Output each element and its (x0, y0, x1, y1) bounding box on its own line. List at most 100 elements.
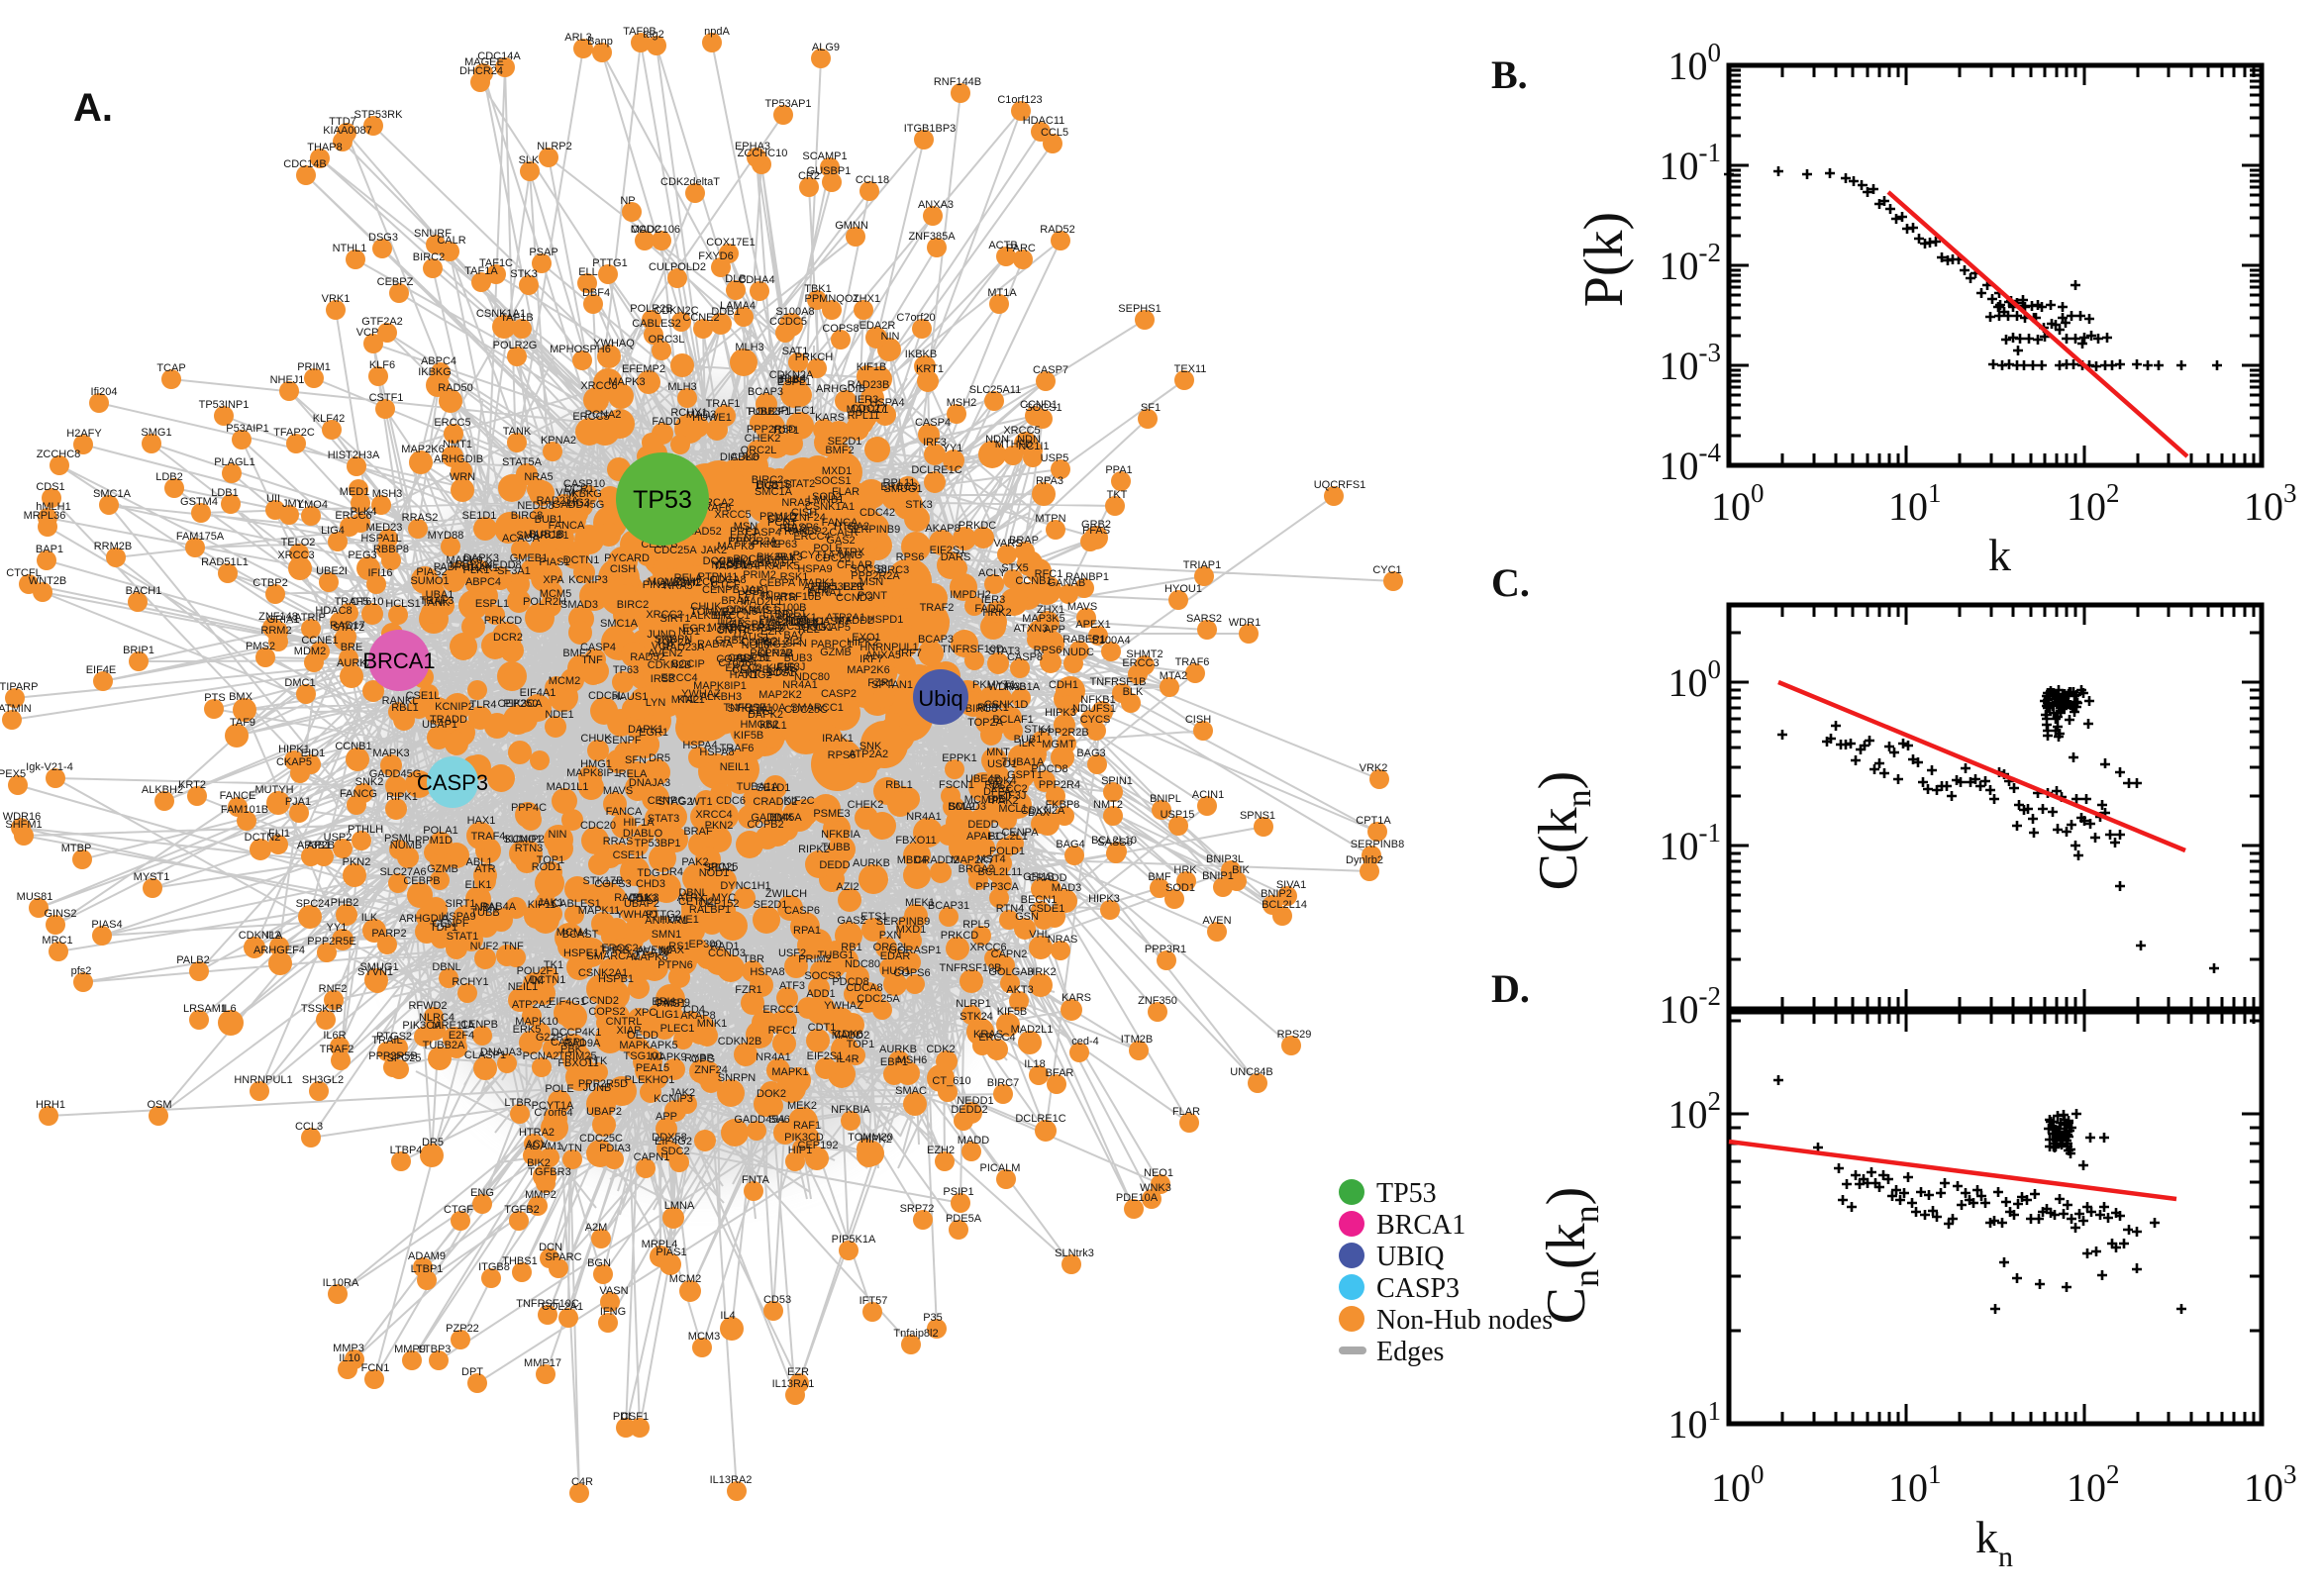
svg-text:KCNIP3: KCNIP3 (568, 574, 608, 586)
svg-text:KIF1B: KIF1B (857, 361, 887, 373)
svg-text:IRS2: IRS2 (651, 673, 674, 685)
svg-text:RAD23A: RAD23A (662, 642, 705, 653)
svg-text:SNK2: SNK2 (355, 776, 384, 788)
svg-text:DEDD2: DEDD2 (951, 1104, 987, 1116)
svg-text:CTGF: CTGF (444, 1204, 473, 1216)
svg-text:COPS2: COPS2 (741, 637, 777, 648)
svg-text:XRCC2: XRCC2 (990, 783, 1027, 795)
svg-text:HRK2: HRK2 (982, 607, 1011, 619)
svg-text:RIPK2: RIPK2 (798, 844, 830, 855)
svg-text:k: k (1988, 530, 2011, 580)
svg-text:MCL1: MCL1 (998, 803, 1027, 815)
svg-text:HSPD1: HSPD1 (759, 554, 796, 566)
svg-text:TRAF5: TRAF5 (335, 596, 369, 608)
svg-text:CEBPZ: CEBPZ (377, 276, 414, 288)
svg-text:RBL1: RBL1 (391, 702, 419, 714)
svg-text:GFI1B: GFI1B (1023, 871, 1055, 883)
svg-text:TANK: TANK (503, 426, 532, 438)
svg-text:PTGS2: PTGS2 (376, 1031, 412, 1043)
svg-text:IL6: IL6 (221, 1003, 236, 1015)
svg-text:SMC3: SMC3 (770, 621, 801, 633)
svg-text:JAK1: JAK1 (538, 897, 563, 909)
svg-text:HSPA8: HSPA8 (750, 966, 784, 978)
svg-text:SOD2: SOD2 (812, 491, 842, 503)
svg-text:MED1: MED1 (340, 486, 370, 498)
svg-text:MST4: MST4 (976, 853, 1005, 865)
svg-text:TNFRSF1B: TNFRSF1B (1090, 676, 1147, 688)
svg-text:NEDD8: NEDD8 (484, 559, 521, 571)
svg-text:TNF: TNF (502, 941, 524, 952)
svg-text:IRF7: IRF7 (859, 653, 883, 665)
svg-text:PAK2: PAK2 (681, 856, 708, 868)
svg-text:MMP9: MMP9 (394, 1344, 426, 1355)
svg-text:EZR: EZR (843, 581, 864, 593)
svg-text:CDC25C: CDC25C (579, 1133, 623, 1145)
svg-text:EIF3J: EIF3J (777, 661, 806, 673)
svg-text:GZMB: GZMB (820, 647, 852, 658)
svg-text:MSH2: MSH2 (947, 397, 977, 409)
svg-text:CDC5L: CDC5L (588, 690, 624, 702)
svg-text:HUWE1: HUWE1 (692, 412, 732, 424)
svg-text:ERK5: ERK5 (513, 1024, 542, 1036)
svg-text:MCM3: MCM3 (648, 576, 679, 588)
svg-text:MAP2K6: MAP2K6 (847, 664, 889, 676)
svg-text:XRCC6: XRCC6 (969, 942, 1006, 953)
svg-text:DNAJA3: DNAJA3 (480, 1047, 522, 1058)
svg-text:LAMA4: LAMA4 (720, 300, 756, 312)
svg-text:PLK4: PLK4 (780, 373, 807, 385)
svg-text:CDS1: CDS1 (36, 481, 64, 493)
svg-text:TOP1: TOP1 (847, 1039, 875, 1050)
svg-text:TP53BP1: TP53BP1 (817, 581, 863, 593)
svg-text:RRM2: RRM2 (260, 625, 291, 637)
svg-text:RNF2: RNF2 (319, 983, 348, 995)
svg-text:EIF2S1: EIF2S1 (807, 1050, 844, 1062)
svg-text:DBNL: DBNL (678, 887, 707, 899)
svg-text:PPP2R5D: PPP2R5D (747, 424, 796, 436)
svg-text:PZP22: PZP22 (446, 1323, 479, 1335)
svg-text:CRADD2: CRADD2 (914, 854, 959, 866)
svg-text:UBA1: UBA1 (426, 589, 454, 601)
svg-text:FSCN1: FSCN1 (939, 779, 974, 791)
svg-text:CDK3: CDK3 (628, 893, 656, 905)
svg-text:CCDC5: CCDC5 (769, 316, 807, 328)
svg-text:GTF2A2: GTF2A2 (361, 316, 403, 328)
svg-text:MAPK9: MAPK9 (650, 1051, 686, 1063)
svg-text:CKAP5: CKAP5 (815, 622, 851, 634)
svg-text:CCNB1: CCNB1 (335, 741, 371, 752)
svg-text:B.: B. (1491, 52, 1528, 97)
svg-text:JAK2: JAK2 (701, 545, 727, 556)
svg-text:PDCD8: PDCD8 (1031, 763, 1067, 775)
svg-text:ATRX: ATRX (677, 892, 706, 904)
svg-text:FEN1: FEN1 (708, 862, 736, 874)
svg-text:BAY: BAY (783, 630, 805, 642)
svg-text:GORASP1: GORASP1 (888, 945, 941, 956)
svg-text:TRAF4: TRAF4 (471, 831, 506, 843)
svg-text:CD4: CD4 (683, 1004, 705, 1016)
svg-text:VRK1: VRK1 (322, 293, 351, 305)
svg-text:RRAS2: RRAS2 (402, 512, 439, 524)
svg-text:TUBB3: TUBB3 (746, 406, 780, 418)
svg-text:DCN: DCN (539, 1242, 562, 1253)
svg-text:STAG2: STAG2 (657, 796, 692, 808)
svg-text:FEN1: FEN1 (730, 533, 758, 545)
svg-text:CASP6: CASP6 (783, 522, 819, 534)
svg-text:TDP1: TDP1 (430, 922, 457, 934)
svg-text:SNRPN: SNRPN (718, 1072, 757, 1084)
svg-text:PLEKHO1: PLEKHO1 (625, 1074, 675, 1086)
svg-text:PICALM: PICALM (980, 1162, 1021, 1174)
svg-text:BMX: BMX (769, 812, 794, 824)
svg-text:CCND1: CCND1 (1020, 399, 1058, 411)
svg-text:POLD1: POLD1 (989, 846, 1025, 857)
svg-text:H2AFY: H2AFY (66, 428, 102, 440)
svg-text:Tnfaip8l2: Tnfaip8l2 (893, 1328, 938, 1340)
svg-text:PIAS1: PIAS1 (539, 556, 569, 568)
svg-text:CHUK: CHUK (580, 733, 612, 745)
svg-text:ANXA3: ANXA3 (918, 199, 954, 211)
svg-text:HRK: HRK (1173, 864, 1197, 876)
svg-text:KIAA0087: KIAA0087 (323, 125, 372, 137)
svg-text:TUBG1: TUBG1 (818, 949, 855, 961)
svg-text:BRAF: BRAF (683, 826, 713, 838)
svg-text:MTA2: MTA2 (671, 694, 700, 706)
svg-text:CEBPA: CEBPA (759, 577, 796, 589)
svg-text:SNK: SNK (859, 741, 882, 752)
